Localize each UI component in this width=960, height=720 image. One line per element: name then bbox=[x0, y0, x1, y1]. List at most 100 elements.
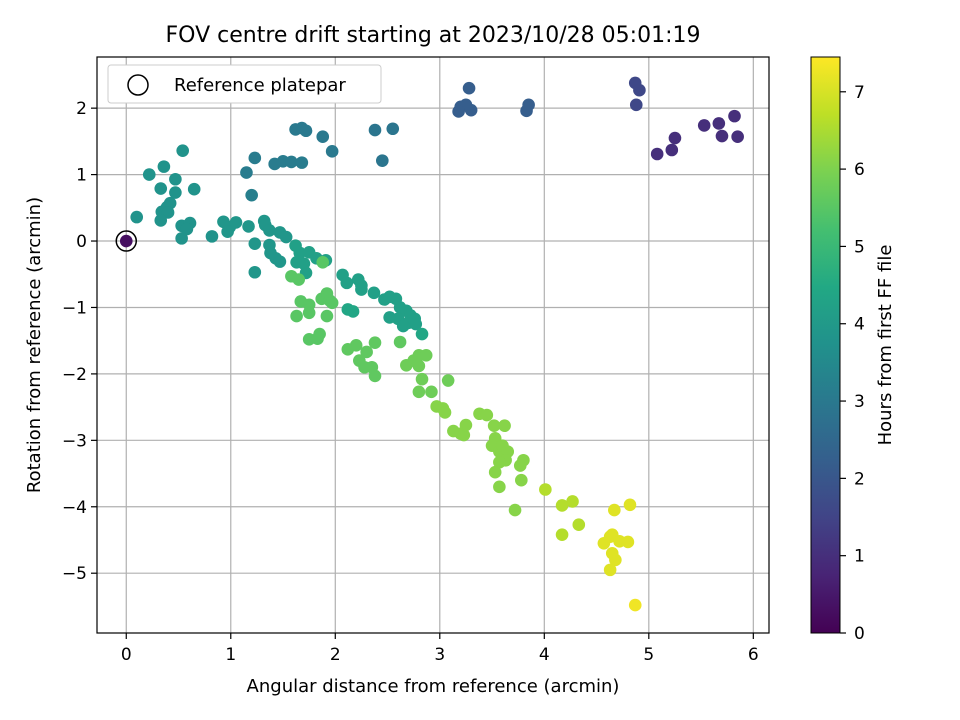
data-point bbox=[285, 155, 298, 169]
x-tick-label: 5 bbox=[643, 645, 654, 665]
data-point bbox=[715, 129, 729, 143]
data-point bbox=[240, 166, 253, 179]
y-tick-label: 0 bbox=[76, 232, 87, 252]
x-axis-label: Angular distance from reference (arcmin) bbox=[247, 676, 620, 697]
data-point bbox=[169, 172, 182, 186]
data-point bbox=[157, 160, 171, 173]
data-point bbox=[464, 103, 478, 117]
data-point bbox=[650, 147, 664, 161]
data-point bbox=[487, 419, 501, 433]
y-axis-label: Rotation from reference (arcmin) bbox=[24, 197, 45, 493]
data-point bbox=[245, 188, 258, 202]
colorbar-tick-label: 6 bbox=[854, 160, 865, 180]
data-point bbox=[154, 182, 168, 195]
data-point bbox=[279, 230, 293, 244]
y-tick-label: −4 bbox=[62, 498, 87, 518]
data-point bbox=[242, 220, 255, 233]
data-point bbox=[119, 234, 133, 248]
data-point bbox=[325, 296, 339, 310]
legend-entry-reference: Reference platepar bbox=[174, 75, 346, 96]
data-point bbox=[731, 130, 744, 144]
data-point bbox=[325, 145, 339, 158]
data-point bbox=[480, 408, 494, 422]
colorbar-ticks: 0 1 2 3 4 5 6 7 bbox=[840, 83, 865, 644]
data-point bbox=[457, 428, 471, 442]
data-point bbox=[229, 216, 243, 229]
legend: Reference platepar bbox=[107, 64, 382, 104]
data-point bbox=[603, 563, 617, 577]
data-point bbox=[621, 535, 635, 549]
x-tick-label: 4 bbox=[539, 645, 550, 665]
grid-lines bbox=[97, 57, 769, 633]
data-point bbox=[349, 339, 363, 352]
data-point bbox=[396, 319, 410, 333]
colorbar-tick-label: 5 bbox=[854, 237, 865, 257]
data-point bbox=[205, 230, 219, 243]
data-point bbox=[668, 131, 682, 145]
data-point bbox=[292, 273, 306, 286]
data-point bbox=[712, 117, 726, 130]
data-point bbox=[180, 222, 194, 236]
data-point bbox=[393, 335, 407, 349]
plot-area-frame bbox=[96, 56, 770, 634]
data-point bbox=[299, 124, 313, 138]
data-point bbox=[665, 143, 679, 157]
colorbar: 0 1 2 3 4 5 6 7 Hours from first FF file bbox=[810, 56, 896, 644]
data-point bbox=[290, 309, 303, 323]
data-point bbox=[633, 83, 646, 97]
colorbar-gradient bbox=[810, 56, 841, 634]
data-point bbox=[248, 265, 262, 279]
data-point bbox=[263, 224, 276, 237]
data-point bbox=[175, 232, 188, 245]
data-point bbox=[221, 225, 234, 239]
x-tick-label: 2 bbox=[330, 645, 341, 665]
data-point bbox=[462, 81, 476, 95]
x-tick-label: 3 bbox=[434, 645, 445, 665]
data-point bbox=[142, 168, 156, 181]
data-point bbox=[360, 345, 373, 359]
data-point bbox=[515, 473, 528, 487]
axis-ticks: 0 1 2 3 4 5 6 2 1 0 −1 −2 −3 −4 −5 bbox=[62, 99, 759, 665]
x-tick-label: 0 bbox=[121, 645, 132, 665]
data-point bbox=[697, 119, 711, 132]
x-tick-label: 1 bbox=[225, 645, 236, 665]
data-point bbox=[176, 144, 189, 157]
legend-marker-reference bbox=[127, 74, 149, 96]
data-points bbox=[115, 76, 744, 612]
data-point bbox=[608, 503, 621, 517]
data-point bbox=[295, 156, 309, 169]
data-point bbox=[425, 385, 438, 399]
data-point bbox=[629, 98, 643, 112]
data-point bbox=[368, 336, 382, 349]
colorbar-tick-label: 1 bbox=[854, 547, 865, 567]
data-point bbox=[302, 306, 316, 320]
data-point bbox=[493, 480, 506, 494]
data-point bbox=[438, 406, 452, 419]
data-point bbox=[355, 283, 368, 296]
legend-box bbox=[107, 64, 382, 104]
data-point bbox=[316, 255, 330, 269]
data-point bbox=[459, 418, 473, 432]
data-point bbox=[441, 374, 455, 387]
data-point bbox=[320, 309, 334, 323]
x-tick-label: 6 bbox=[748, 645, 759, 665]
data-point bbox=[161, 206, 175, 219]
data-point bbox=[623, 498, 637, 512]
data-point bbox=[566, 495, 579, 508]
data-point bbox=[368, 369, 382, 383]
data-point bbox=[493, 455, 506, 469]
y-tick-label: −5 bbox=[62, 564, 87, 584]
data-point bbox=[248, 237, 262, 250]
data-point bbox=[367, 286, 381, 300]
data-point bbox=[572, 518, 586, 532]
y-tick-label: −3 bbox=[62, 431, 87, 451]
data-point bbox=[346, 305, 360, 318]
data-point bbox=[130, 210, 144, 224]
data-point bbox=[154, 214, 168, 227]
data-point bbox=[412, 359, 426, 373]
reference-platepar-marker bbox=[115, 230, 138, 252]
data-point bbox=[273, 255, 287, 268]
data-point bbox=[412, 385, 426, 399]
data-point bbox=[609, 553, 622, 567]
data-point bbox=[555, 528, 569, 541]
